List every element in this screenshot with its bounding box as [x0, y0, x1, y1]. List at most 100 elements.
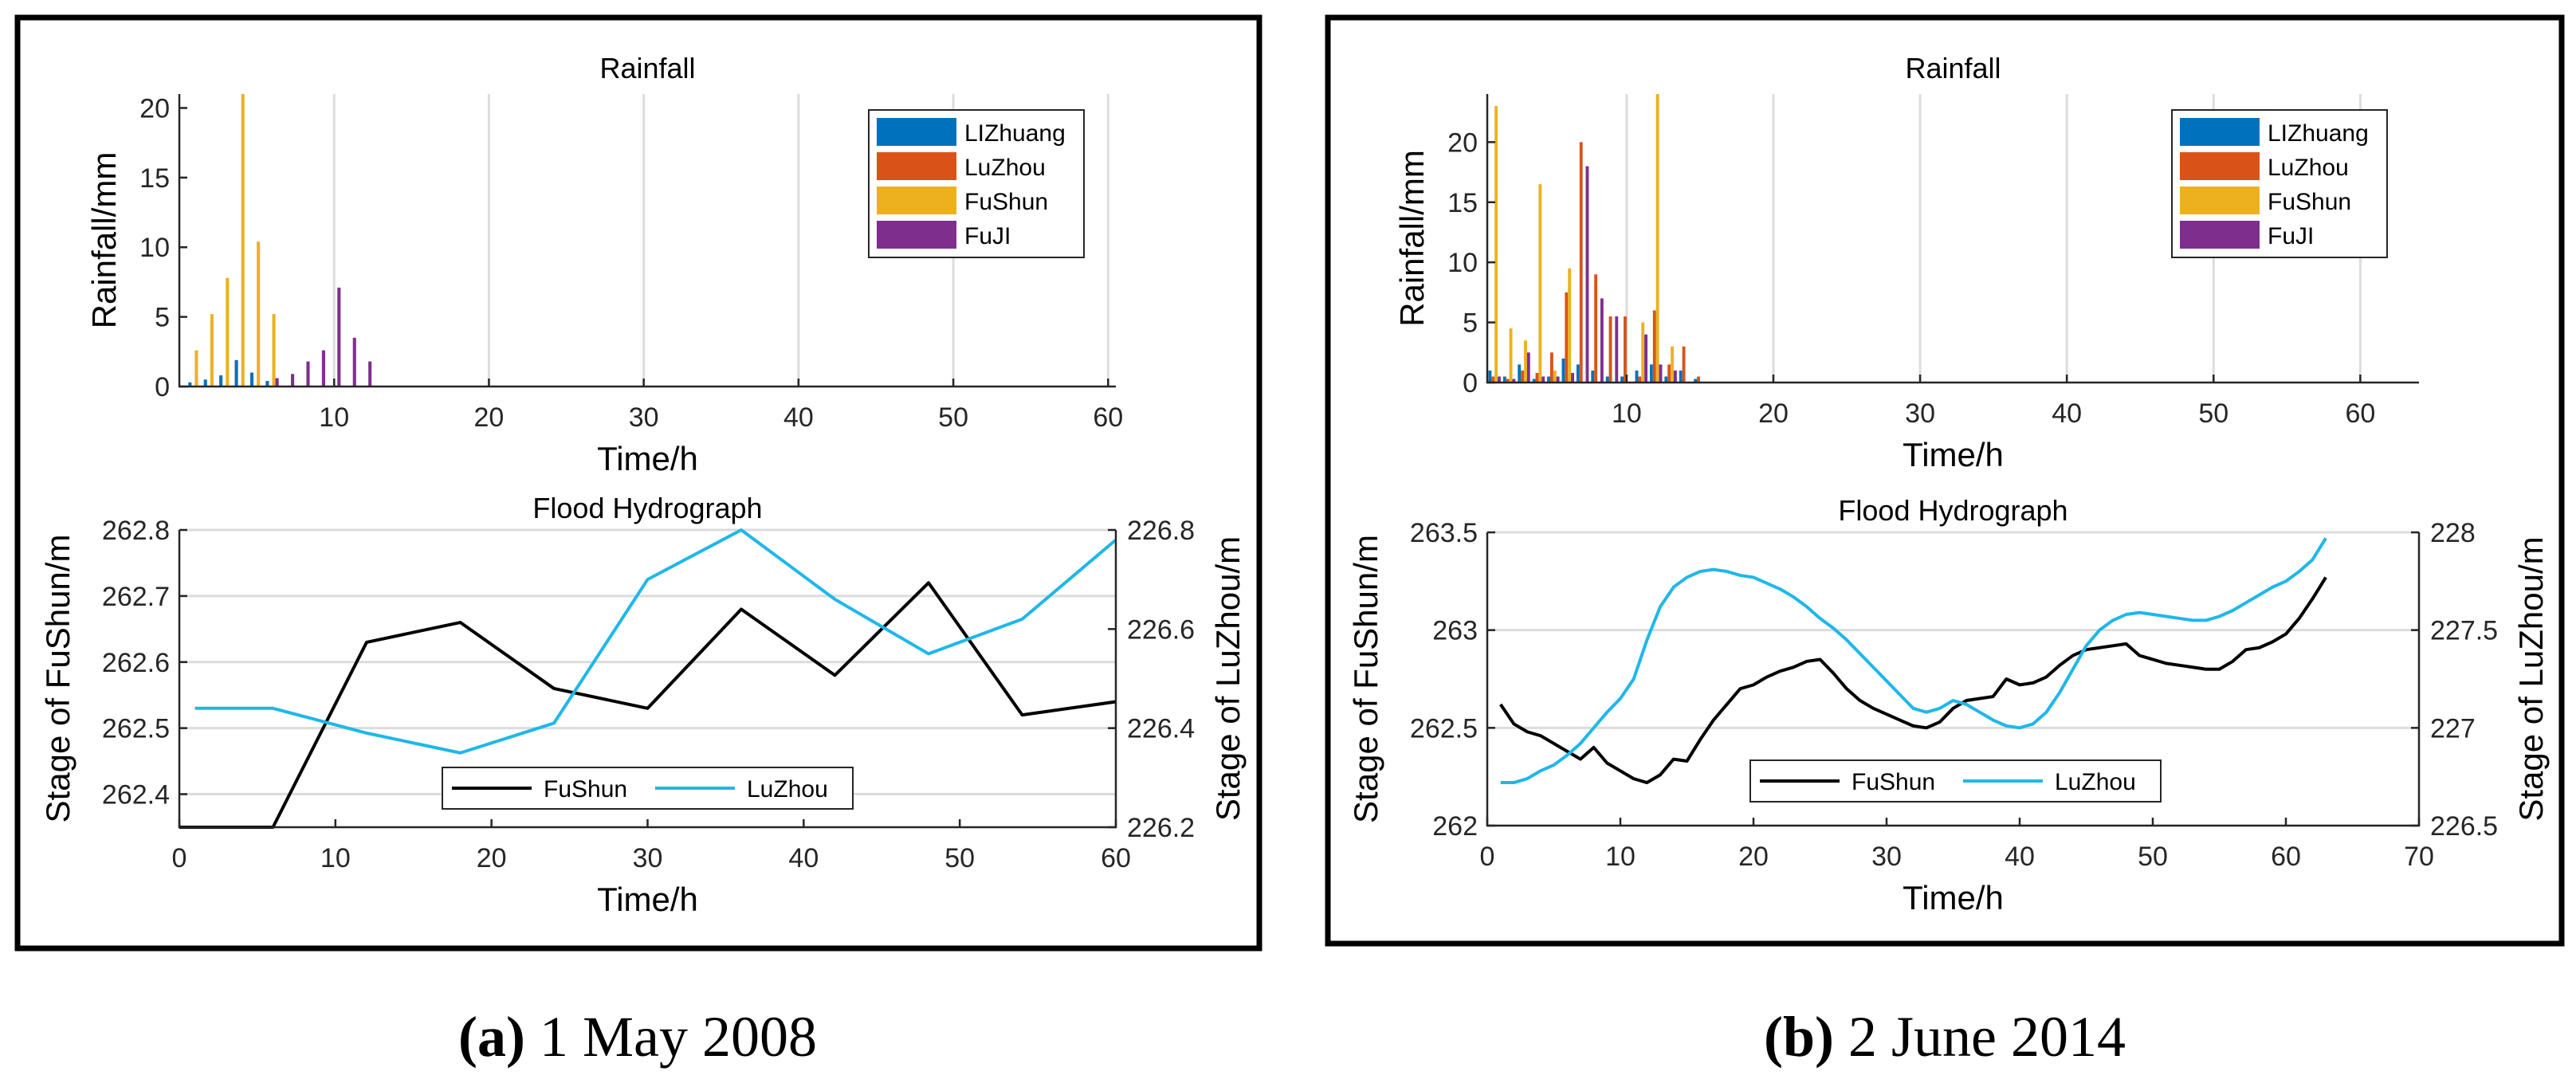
panel-b-rainfall-bar-luzhou [1565, 292, 1569, 383]
panel-a-rainfall-bar-fushun [226, 277, 230, 387]
panel-b-rainfall-bar-lizhuang [1620, 376, 1624, 383]
panel-a-rainfall-bar-fuji [368, 361, 372, 387]
panel-b-rainfall-bar-fuji [1541, 376, 1545, 383]
panel-b-hydrograph-ylabel-right: Stage of LuZhou/m [2512, 536, 2550, 821]
panel-b-caption: (b) 2 June 2014 [1764, 1005, 2126, 1069]
panel-a-rainfall-bar-fuji [291, 374, 295, 387]
panel-a-hydrograph-xtick-label: 60 [1101, 843, 1131, 873]
panel-a-rainfall-bar-fuji [275, 378, 279, 387]
panel-a-hydrograph-line-luzhou [194, 528, 1117, 755]
panel-a-hydrograph-title: Flood Hydrograph [532, 492, 762, 524]
panel-b-rainfall-bar-luzhou [1667, 364, 1671, 383]
panel-b-hydrograph-xtick-label: 20 [1738, 842, 1769, 872]
panel-a-rainfall-legend-swatch-luzhou [877, 152, 956, 180]
panel-a-rainfall-bar-lizhuang [234, 359, 238, 387]
panel-b-rainfall-legend-label-luzhou: LuZhou [2268, 155, 2349, 181]
panel-b-rainfall-bar-lizhuang [1649, 364, 1653, 383]
panel-b-hydrograph-chart: 0 10 20 30 40 50 60 70 262 262.5 263 263.5 226.5 227 2… [1347, 494, 2550, 916]
panel-a-rainfall-legend-swatch-fushun [877, 186, 956, 214]
panel-b-hydrograph-ytick-right-label: 228 [2430, 518, 2476, 548]
panel-a-rainfall-bar-fuji [321, 350, 325, 387]
panel-b-rainfall-legend-label-fuji: FuJI [2268, 223, 2314, 249]
panel-a-hydrograph-legend-label-fushun: FuShun [544, 776, 627, 803]
panel-a-rainfall-xtick-label: 30 [629, 402, 659, 433]
panel-b-caption-text: 2 June 2014 [1834, 1005, 2126, 1069]
panel-a-hydrograph-xtick-label: 30 [633, 843, 663, 873]
panel-b-rainfall-bar-luzhou [1697, 376, 1700, 383]
panel-b-hydrograph-xtick-label: 30 [1871, 842, 1902, 872]
panel-b-rainfall-bar-lizhuang [1591, 370, 1595, 383]
panel-b-rainfall-bar-fushun [1655, 94, 1659, 383]
panel-a-rainfall-title: Rainfall [599, 52, 695, 84]
panel-a-rainfall-bar-fushun [210, 314, 214, 387]
panel-b-hydrograph-xtick-label: 10 [1605, 842, 1636, 872]
panel-a-hydrograph-legend-label-luzhou: LuZhou [747, 776, 828, 803]
panel-b-hydrograph-line-fushun [1499, 576, 2327, 785]
panel-a-rainfall-bar-lizhuang [188, 382, 192, 387]
panel-a-hydrograph-ytick-left-label: 262.4 [102, 780, 170, 810]
panel-a-hydrograph-ylabel-right: Stage of LuZhou/m [1209, 536, 1247, 821]
panel-a-rainfall-ytick-label: 5 [155, 303, 170, 333]
panel-b-hydrograph-ytick-right-label: 226.5 [2430, 811, 2498, 842]
panel-b-rainfall-legend-label-fushun: FuShun [2268, 189, 2351, 215]
panel-b-rainfall-xtick-label: 10 [1612, 398, 1642, 429]
panel-b-rainfall-xtick-label: 40 [2052, 398, 2082, 429]
panel-b-rainfall-xtick-label: 60 [2345, 398, 2375, 429]
panel-b-hydrograph-ytick-left-label: 262.5 [1410, 713, 1478, 744]
panel-a-hydrograph-ytick-right-label: 226.4 [1127, 714, 1195, 744]
panel-a-rainfall-legend-label-luzhou: LuZhou [964, 155, 1046, 181]
panel-a-hydrograph-ytick-left-label: 262.8 [102, 516, 170, 546]
panel-b-hydrograph-xtick-label: 50 [2138, 842, 2168, 872]
panel-b-hydrograph-xtick-label: 60 [2271, 842, 2301, 872]
panel-a-rainfall-bar-lizhuang [219, 375, 223, 387]
panel-a-rainfall-legend-label-fushun: FuShun [964, 189, 1048, 215]
panel-a-rainfall-bar-fuji [306, 361, 310, 387]
panel-a-hydrograph-xtick-label: 20 [477, 843, 507, 873]
panel-b-hydrograph-ytick-left-label: 263.5 [1410, 518, 1478, 548]
panel-b-hydrograph-xlabel: Time/h [1903, 879, 2004, 916]
panel-a-hydrograph-xtick-label: 0 [172, 843, 187, 873]
panel-b-rainfall-bar-fuji [1644, 334, 1648, 383]
panel-b-caption-letter: (b) [1764, 1005, 1834, 1069]
panel-b-rainfall-bar-fuji [1556, 376, 1560, 383]
panel-b-hydrograph-line-luzhou [1500, 537, 2327, 785]
panel-a-rainfall-bar-lizhuang [265, 381, 269, 387]
panel-b-rainfall-bar-fuji [1600, 298, 1604, 383]
panel-a-rainfall-bar-fushun [257, 241, 261, 387]
panel-b-rainfall-bar-lizhuang [1488, 370, 1492, 383]
panel-b-hydrograph-ytick-left-label: 262 [1432, 811, 1478, 842]
panel-b-hydrograph-ytick-left-label: 263 [1432, 616, 1478, 646]
panel-b-rainfall-ytick-label: 10 [1447, 248, 1478, 278]
panel-b-rainfall-bar-fushun [1494, 106, 1498, 383]
panel-b-hydrograph-axes [1486, 532, 2421, 827]
panel-b-rainfall-bar-lizhuang [1547, 376, 1550, 383]
panel-a-rainfall-bar-fuji [337, 287, 341, 387]
panel-b-rainfall-bar-fushun [1568, 268, 1572, 383]
panel-b-rainfall-xtick-label: 50 [2198, 398, 2228, 429]
panel-a-hydrograph-ytick-right-label: 226.8 [1127, 516, 1195, 546]
panel-b-rainfall-bar-fuji [1512, 379, 1516, 383]
panel-a-rainfall-ytick-label: 20 [139, 93, 170, 124]
panel-b-rainfall-bar-lizhuang [1605, 376, 1609, 383]
panel-b-rainfall-bar-lizhuang [1561, 358, 1565, 383]
panel-b-rainfall-ylabel: Rainfall/mm [1393, 150, 1431, 327]
panel-b-rainfall-bar-lizhuang [1664, 376, 1668, 383]
panel-b-rainfall-bar-luzhou [1638, 376, 1642, 383]
panel-b-rainfall-bar-fushun [1509, 328, 1513, 383]
panel-b-rainfall-bar-fuji [1585, 166, 1589, 383]
panel-b-rainfall-bar-lizhuang [1518, 364, 1522, 383]
panel-b-rainfall-legend-swatch-fuji [2180, 221, 2260, 249]
panel-b-hydrograph-title: Flood Hydrograph [1838, 494, 2067, 527]
panel-a-rainfall-ytick-label: 15 [139, 163, 170, 194]
panel-a-rainfall-legend-label-lizhuang: LIZhuang [964, 120, 1066, 147]
panel-a-caption-text: 1 May 2008 [525, 1005, 817, 1069]
panel-b-rainfall-legend-label-lizhuang: LIZhuang [2268, 120, 2369, 147]
panel-b-rainfall-bar-luzhou [1535, 372, 1539, 383]
panel-a-hydrograph-xlabel: Time/h [597, 881, 698, 918]
panel-a-rainfall-xtick-label: 50 [938, 402, 968, 433]
panel-b-rainfall-legend-swatch-lizhuang [2180, 118, 2260, 146]
panel-b-rainfall-ytick-label: 20 [1447, 128, 1478, 158]
panel-b-rainfall-legend-swatch-fushun [2180, 186, 2260, 214]
panel-b-rainfall-bar-fuji [1498, 376, 1501, 383]
